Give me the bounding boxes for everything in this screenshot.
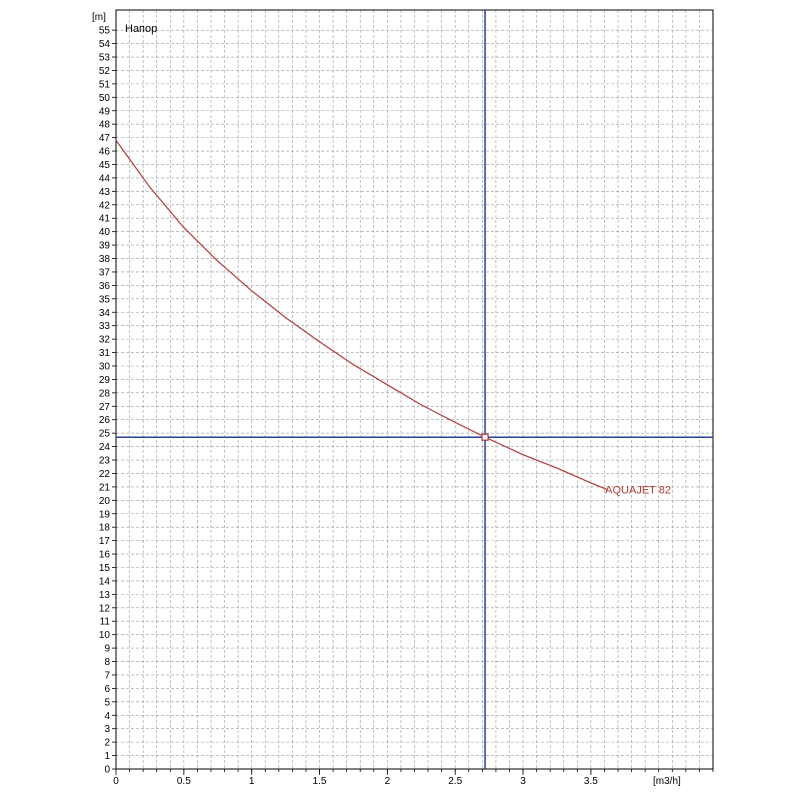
- y-tick-label: 48: [99, 120, 111, 131]
- y-tick-label: 21: [99, 482, 111, 493]
- x-tick-label: 1: [249, 776, 255, 787]
- series-layer: AQUAJET 82: [115, 139, 671, 497]
- y-tick-label: 9: [104, 644, 110, 655]
- y-tick-label: 18: [99, 523, 111, 534]
- series-label: AQUAJET 82: [605, 485, 671, 497]
- y-tick-label: 31: [99, 348, 111, 359]
- crosshair: [116, 10, 713, 769]
- operating-point-marker: [481, 433, 489, 441]
- y-tick-label: 53: [99, 53, 111, 64]
- y-tick-label: 29: [99, 375, 111, 386]
- y-tick-label: 47: [99, 133, 111, 144]
- y-tick-label: 15: [99, 563, 111, 574]
- y-tick-label: 3: [104, 724, 110, 735]
- y-tick-label: 43: [99, 187, 111, 198]
- y-tick-label: 10: [99, 630, 111, 641]
- y-tick-label: 0: [104, 765, 110, 776]
- series-line: [115, 139, 608, 491]
- tick-labels: 0123456789101112131415161718192021222324…: [99, 26, 598, 787]
- y-tick-label: 19: [99, 509, 111, 520]
- y-tick-label: 44: [99, 173, 111, 184]
- y-tick-label: 34: [99, 308, 111, 319]
- y-tick-label: 23: [99, 456, 111, 467]
- y-tick-label: 25: [99, 429, 111, 440]
- y-tick-label: 51: [99, 79, 111, 90]
- axes: [112, 9, 714, 775]
- y-tick-label: 17: [99, 536, 111, 547]
- y-tick-label: 55: [99, 26, 111, 37]
- y-tick-label: 42: [99, 200, 111, 211]
- y-tick-label: 7: [104, 670, 110, 681]
- y-tick-label: 13: [99, 590, 111, 601]
- y-tick-label: 27: [99, 402, 111, 413]
- x-tick-label: 0: [113, 776, 119, 787]
- y-tick-label: 36: [99, 281, 111, 292]
- x-axis-unit: [m3/h]: [653, 776, 681, 787]
- y-tick-label: 28: [99, 388, 111, 399]
- y-axis-unit: [m]: [92, 12, 106, 23]
- y-tick-label: 16: [99, 550, 111, 561]
- y-tick-label: 30: [99, 361, 111, 372]
- y-tick-label: 24: [99, 442, 111, 453]
- y-tick-label: 4: [104, 711, 110, 722]
- x-tick-label: 2.5: [448, 776, 462, 787]
- y-tick-label: 33: [99, 321, 111, 332]
- chart-title: Напор: [125, 23, 157, 35]
- y-tick-label: 1: [104, 751, 110, 762]
- x-tick-label: 2: [385, 776, 391, 787]
- y-tick-label: 41: [99, 214, 111, 225]
- y-tick-label: 5: [104, 697, 110, 708]
- y-tick-label: 54: [99, 39, 111, 50]
- y-tick-label: 38: [99, 254, 111, 265]
- x-tick-label: 3: [520, 776, 526, 787]
- y-tick-label: 49: [99, 106, 111, 117]
- y-tick-label: 50: [99, 93, 111, 104]
- y-tick-label: 35: [99, 294, 111, 305]
- x-tick-label: 1.5: [313, 776, 327, 787]
- y-tick-label: 14: [99, 576, 111, 587]
- y-tick-label: 12: [99, 603, 111, 614]
- y-tick-label: 6: [104, 684, 110, 695]
- y-tick-label: 46: [99, 147, 111, 158]
- y-tick-label: 32: [99, 335, 111, 346]
- y-tick-label: 22: [99, 469, 111, 480]
- y-tick-label: 39: [99, 241, 111, 252]
- y-tick-label: 8: [104, 657, 110, 668]
- plot-frame: [115, 9, 714, 770]
- y-tick-label: 37: [99, 267, 111, 278]
- y-tick-label: 26: [99, 415, 111, 426]
- y-tick-label: 40: [99, 227, 111, 238]
- x-tick-label: 0.5: [177, 776, 191, 787]
- x-tick-label: 3.5: [584, 776, 598, 787]
- y-tick-label: 20: [99, 496, 111, 507]
- y-tick-label: 11: [100, 617, 111, 628]
- y-tick-label: 45: [99, 160, 111, 171]
- y-tick-label: 2: [104, 738, 110, 749]
- y-tick-label: 52: [99, 66, 111, 77]
- grid: [116, 10, 713, 769]
